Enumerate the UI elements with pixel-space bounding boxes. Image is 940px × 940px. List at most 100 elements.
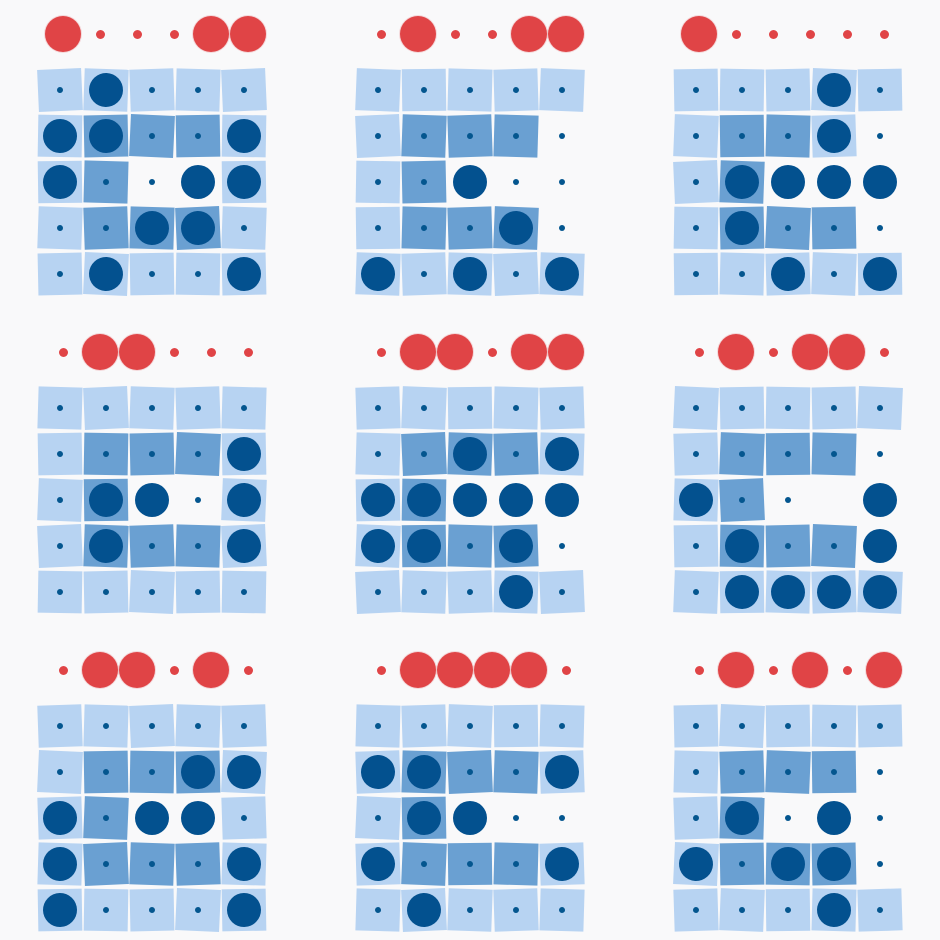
tile-medium[interactable]	[765, 524, 811, 568]
tile-empty[interactable]	[540, 479, 584, 521]
tile-empty[interactable]	[130, 161, 174, 203]
tile-light[interactable]	[221, 478, 267, 522]
tile-light[interactable]	[355, 478, 401, 522]
tile-light[interactable]	[401, 888, 447, 932]
tile-medium[interactable]	[719, 524, 765, 568]
tile-light[interactable]	[37, 68, 83, 112]
tile-light[interactable]	[83, 888, 129, 932]
tile-empty[interactable]	[448, 479, 492, 521]
tile-light[interactable]	[355, 704, 401, 748]
tile-light[interactable]	[129, 704, 175, 748]
tile-medium[interactable]	[765, 842, 811, 886]
tile-empty[interactable]	[858, 479, 902, 521]
tile-light[interactable]	[539, 888, 585, 932]
tile-light[interactable]	[37, 432, 83, 476]
tile-light[interactable]	[129, 570, 175, 614]
tile-medium[interactable]	[811, 432, 857, 476]
tile-light[interactable]	[811, 252, 857, 296]
tile-medium[interactable]	[719, 432, 765, 476]
tile-empty[interactable]	[176, 479, 220, 521]
tile-light[interactable]	[673, 796, 719, 840]
tile-light[interactable]	[673, 888, 719, 932]
tile-light[interactable]	[673, 206, 719, 250]
tile-light[interactable]	[83, 68, 129, 112]
tile-light[interactable]	[493, 888, 539, 932]
tile-light[interactable]	[673, 68, 719, 112]
tile-light[interactable]	[129, 68, 175, 112]
tile-empty[interactable]	[858, 433, 902, 475]
tile-medium[interactable]	[493, 206, 539, 250]
tile-light[interactable]	[221, 524, 267, 568]
tile-light[interactable]	[857, 570, 903, 614]
tile-medium[interactable]	[719, 750, 765, 794]
tile-medium[interactable]	[401, 842, 447, 886]
tile-light[interactable]	[83, 704, 129, 748]
tile-medium[interactable]	[83, 842, 129, 886]
tile-light[interactable]	[355, 570, 401, 614]
tile-empty[interactable]	[858, 751, 902, 793]
tile-light[interactable]	[857, 252, 903, 296]
tile-medium[interactable]	[765, 750, 811, 794]
tile-empty[interactable]	[494, 479, 538, 521]
tile-medium[interactable]	[175, 114, 221, 158]
tile-light[interactable]	[355, 750, 401, 794]
tile-light[interactable]	[355, 252, 401, 296]
tile-light[interactable]	[811, 570, 857, 614]
tile-light[interactable]	[539, 68, 585, 112]
tile-medium[interactable]	[129, 114, 175, 158]
tile-medium[interactable]	[401, 206, 447, 250]
tile-empty[interactable]	[858, 207, 902, 249]
tile-light[interactable]	[221, 704, 267, 748]
tile-empty[interactable]	[812, 797, 856, 839]
tile-empty[interactable]	[858, 797, 902, 839]
tile-light[interactable]	[355, 386, 401, 430]
tile-medium[interactable]	[719, 114, 765, 158]
tile-medium[interactable]	[765, 206, 811, 250]
tile-light[interactable]	[175, 570, 221, 614]
tile-light[interactable]	[539, 842, 585, 886]
tile-light[interactable]	[355, 114, 401, 158]
tile-light[interactable]	[447, 386, 493, 430]
tile-medium[interactable]	[175, 206, 221, 250]
tile-light[interactable]	[493, 386, 539, 430]
tile-light[interactable]	[355, 432, 401, 476]
tile-light[interactable]	[447, 252, 493, 296]
tile-light[interactable]	[719, 888, 765, 932]
tile-light[interactable]	[221, 750, 267, 794]
tile-empty[interactable]	[176, 797, 220, 839]
tile-medium[interactable]	[493, 750, 539, 794]
tile-light[interactable]	[221, 386, 267, 430]
tile-light[interactable]	[539, 750, 585, 794]
tile-light[interactable]	[539, 252, 585, 296]
tile-medium[interactable]	[175, 750, 221, 794]
tile-medium[interactable]	[447, 524, 493, 568]
tile-medium[interactable]	[447, 432, 493, 476]
tile-empty[interactable]	[448, 797, 492, 839]
tile-medium[interactable]	[129, 206, 175, 250]
tile-light[interactable]	[673, 252, 719, 296]
tile-medium[interactable]	[401, 524, 447, 568]
tile-empty[interactable]	[540, 161, 584, 203]
tile-light[interactable]	[37, 114, 83, 158]
tile-medium[interactable]	[765, 114, 811, 158]
tile-empty[interactable]	[540, 797, 584, 839]
tile-light[interactable]	[719, 252, 765, 296]
tile-light[interactable]	[811, 888, 857, 932]
tile-medium[interactable]	[401, 432, 447, 476]
tile-light[interactable]	[493, 704, 539, 748]
tile-light[interactable]	[857, 704, 903, 748]
tile-light[interactable]	[355, 68, 401, 112]
tile-medium[interactable]	[811, 842, 857, 886]
tile-light[interactable]	[401, 704, 447, 748]
tile-empty[interactable]	[766, 479, 810, 521]
tile-empty[interactable]	[130, 479, 174, 521]
tile-medium[interactable]	[129, 432, 175, 476]
tile-light[interactable]	[447, 888, 493, 932]
tile-light[interactable]	[175, 386, 221, 430]
tile-light[interactable]	[83, 570, 129, 614]
tile-light[interactable]	[221, 796, 267, 840]
tile-light[interactable]	[673, 704, 719, 748]
tile-light[interactable]	[129, 386, 175, 430]
tile-light[interactable]	[37, 252, 83, 296]
tile-medium[interactable]	[401, 478, 447, 522]
